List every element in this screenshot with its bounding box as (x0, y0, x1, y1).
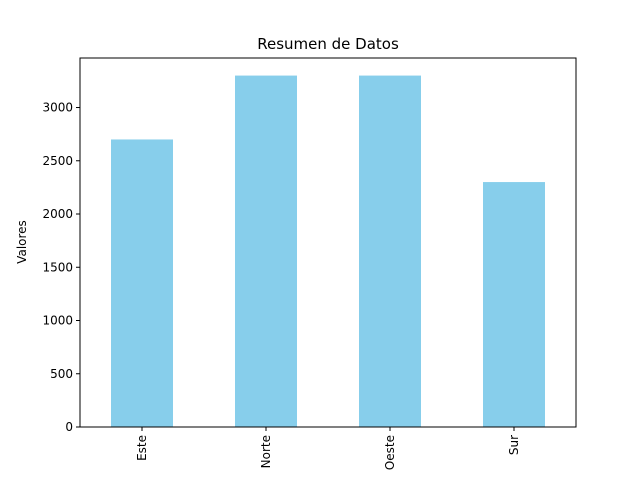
bar-este (111, 139, 173, 427)
chart-title: Resumen de Datos (257, 35, 399, 53)
x-tick-label: Oeste (383, 435, 397, 470)
y-tick-label: 2000 (42, 207, 73, 221)
x-tick-label: Este (135, 435, 149, 461)
x-axis-ticks: Este Norte Oeste Sur (135, 427, 521, 470)
bar-sur (483, 182, 545, 427)
y-axis-label: Valores (15, 220, 29, 264)
x-tick-label: Sur (507, 435, 521, 455)
bar-oeste (359, 75, 421, 428)
bar-norte (235, 75, 297, 428)
y-tick-label: 0 (65, 420, 73, 434)
y-axis-ticks: 0 500 1000 1500 2000 2500 3000 (42, 101, 80, 434)
bars-group (111, 75, 545, 428)
y-tick-label: 3000 (42, 101, 73, 115)
y-tick-label: 2500 (42, 154, 73, 168)
y-tick-label: 1000 (42, 314, 73, 328)
y-tick-label: 1500 (42, 260, 73, 274)
y-tick-label: 500 (50, 367, 73, 381)
plot-frame (79, 57, 577, 428)
x-tick-label: Norte (259, 435, 273, 468)
